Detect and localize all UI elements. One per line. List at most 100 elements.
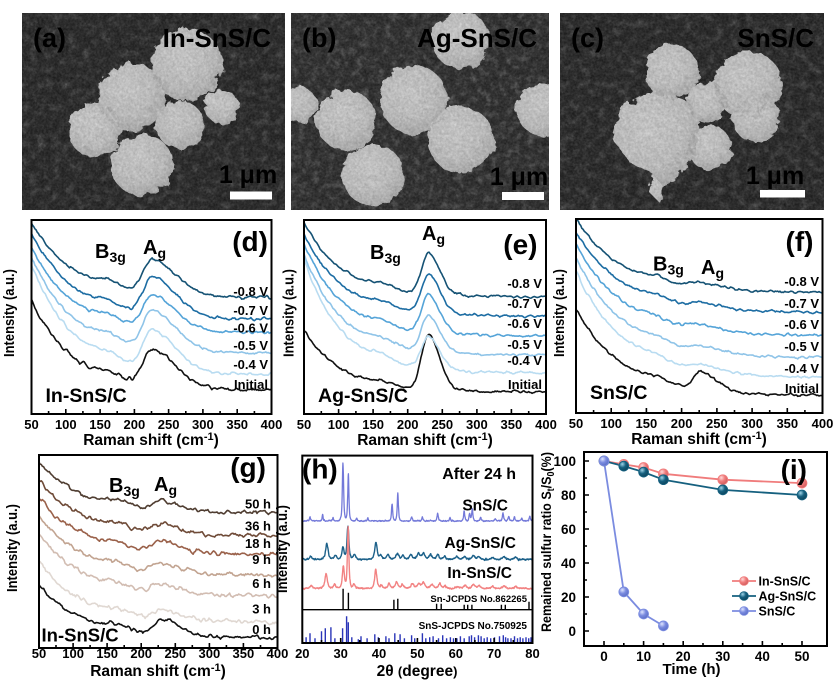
svg-text:36 h: 36 h — [245, 519, 271, 534]
svg-text:50: 50 — [297, 417, 311, 432]
svg-text:Intensity (a.u.): Intensity (a.u.) — [2, 269, 18, 357]
svg-text:-0.7 V: -0.7 V — [507, 296, 542, 311]
svg-text:Sn-JCPDS No.862265: Sn-JCPDS No.862265 — [430, 594, 527, 605]
svg-text:200: 200 — [130, 646, 152, 661]
svg-text:In-SnS/C: In-SnS/C — [42, 625, 119, 646]
svg-text:-0.4 V: -0.4 V — [784, 361, 819, 376]
svg-text:1 μm: 1 μm — [219, 161, 277, 189]
svg-text:Ag-SnS/C: Ag-SnS/C — [445, 535, 516, 552]
svg-text:100: 100 — [553, 454, 576, 469]
svg-text:150: 150 — [362, 417, 384, 432]
svg-text:30: 30 — [333, 646, 347, 661]
svg-text:300: 300 — [466, 417, 488, 432]
svg-text:250: 250 — [706, 416, 728, 431]
svg-text:20: 20 — [295, 646, 309, 661]
svg-text:200: 200 — [124, 417, 146, 432]
svg-text:400: 400 — [812, 416, 833, 431]
svg-text:-0.5 V: -0.5 V — [784, 339, 819, 354]
svg-text:1 μm: 1 μm — [490, 163, 548, 191]
svg-text:3 h: 3 h — [252, 602, 271, 617]
svg-text:250: 250 — [164, 646, 186, 661]
svg-text:Intensity (a.u.): Intensity (a.u.) — [275, 505, 291, 593]
svg-text:(d): (d) — [232, 226, 268, 257]
svg-text:-0.8 V: -0.8 V — [784, 274, 819, 289]
svg-text:Initial: Initial — [234, 377, 268, 392]
svg-text:40: 40 — [372, 646, 386, 661]
svg-text:In-SnS/C: In-SnS/C — [447, 565, 512, 582]
svg-text:Ag-SnS/C: Ag-SnS/C — [318, 385, 408, 407]
svg-text:70: 70 — [487, 646, 501, 661]
svg-text:-0.8 V: -0.8 V — [233, 284, 268, 299]
svg-text:0 h: 0 h — [252, 622, 271, 637]
svg-text:300: 300 — [741, 416, 763, 431]
svg-text:(b): (b) — [302, 23, 336, 53]
svg-text:250: 250 — [158, 417, 180, 432]
svg-text:40: 40 — [561, 556, 576, 571]
svg-text:200: 200 — [671, 416, 693, 431]
svg-text:-0.6 V: -0.6 V — [784, 317, 819, 332]
svg-text:In-SnS/C: In-SnS/C — [759, 575, 811, 589]
svg-text:350: 350 — [233, 646, 255, 661]
svg-text:Raman shift (cm-1): Raman shift (cm-1) — [357, 431, 493, 449]
svg-text:200: 200 — [397, 417, 419, 432]
svg-text:Ag-SnS/C: Ag-SnS/C — [417, 23, 537, 53]
svg-text:-0.4 V: -0.4 V — [233, 357, 268, 372]
svg-text:(i): (i) — [781, 454, 807, 485]
svg-text:SnS/C: SnS/C — [590, 382, 647, 404]
svg-text:Raman shift (cm-1): Raman shift (cm-1) — [631, 430, 767, 448]
svg-text:9 h: 9 h — [252, 552, 271, 567]
svg-text:350: 350 — [226, 417, 248, 432]
svg-text:SnS-JCPDS No.750925: SnS-JCPDS No.750925 — [419, 621, 528, 632]
svg-text:100: 100 — [55, 417, 77, 432]
svg-text:Ag-SnS/C: Ag-SnS/C — [759, 590, 817, 604]
svg-text:-0.7 V: -0.7 V — [233, 303, 268, 318]
svg-text:350: 350 — [776, 416, 798, 431]
svg-text:Initial: Initial — [785, 381, 819, 396]
svg-text:50: 50 — [410, 646, 424, 661]
svg-text:60: 60 — [449, 646, 463, 661]
svg-text:-0.6 V: -0.6 V — [507, 316, 542, 331]
svg-text:50 h: 50 h — [245, 497, 271, 512]
svg-text:350: 350 — [501, 417, 523, 432]
svg-text:20: 20 — [676, 649, 691, 664]
svg-text:Intensity (a.u.): Intensity (a.u.) — [282, 269, 298, 357]
svg-text:6 h: 6 h — [252, 576, 271, 591]
svg-text:60: 60 — [561, 522, 576, 537]
svg-text:400: 400 — [267, 646, 289, 661]
svg-text:50: 50 — [569, 416, 583, 431]
svg-text:150: 150 — [89, 417, 111, 432]
svg-text:0: 0 — [600, 649, 608, 664]
svg-text:150: 150 — [96, 646, 118, 661]
svg-text:Raman shift (cm-1): Raman shift (cm-1) — [83, 431, 219, 449]
svg-text:-0.5 V: -0.5 V — [507, 337, 542, 352]
svg-text:(a): (a) — [33, 23, 66, 53]
svg-text:300: 300 — [192, 417, 214, 432]
svg-text:50: 50 — [794, 649, 809, 664]
svg-text:Intensity (a.u.): Intensity (a.u.) — [552, 269, 568, 357]
svg-text:SnS/C: SnS/C — [759, 605, 796, 619]
svg-text:40: 40 — [755, 649, 770, 664]
svg-text:(e): (e) — [503, 229, 537, 260]
svg-text:Remained sulfur ratio St/S0(%): Remained sulfur ratio St/S0(%) — [538, 452, 557, 632]
svg-text:After 24 h: After 24 h — [442, 466, 516, 483]
svg-text:-0.5 V: -0.5 V — [233, 338, 268, 353]
svg-text:SnS/C: SnS/C — [462, 498, 508, 515]
svg-text:Raman shift (cm-1): Raman shift (cm-1) — [90, 662, 226, 680]
svg-text:Time (h): Time (h) — [662, 661, 720, 678]
svg-text:0: 0 — [568, 624, 576, 639]
svg-text:30: 30 — [715, 649, 730, 664]
svg-text:50: 50 — [32, 646, 46, 661]
svg-text:100: 100 — [62, 646, 84, 661]
svg-text:100: 100 — [328, 417, 350, 432]
svg-text:In-SnS/C: In-SnS/C — [46, 385, 127, 407]
svg-text:-0.4 V: -0.4 V — [507, 353, 542, 368]
svg-text:100: 100 — [600, 416, 622, 431]
svg-text:Intensity (a.u.): Intensity (a.u.) — [5, 504, 21, 592]
svg-text:400: 400 — [535, 417, 557, 432]
svg-text:50: 50 — [24, 417, 38, 432]
svg-text:1 μm: 1 μm — [746, 162, 804, 190]
svg-text:18 h: 18 h — [245, 536, 271, 551]
svg-text:(g): (g) — [230, 452, 266, 483]
svg-text:300: 300 — [199, 646, 221, 661]
svg-text:400: 400 — [261, 417, 283, 432]
